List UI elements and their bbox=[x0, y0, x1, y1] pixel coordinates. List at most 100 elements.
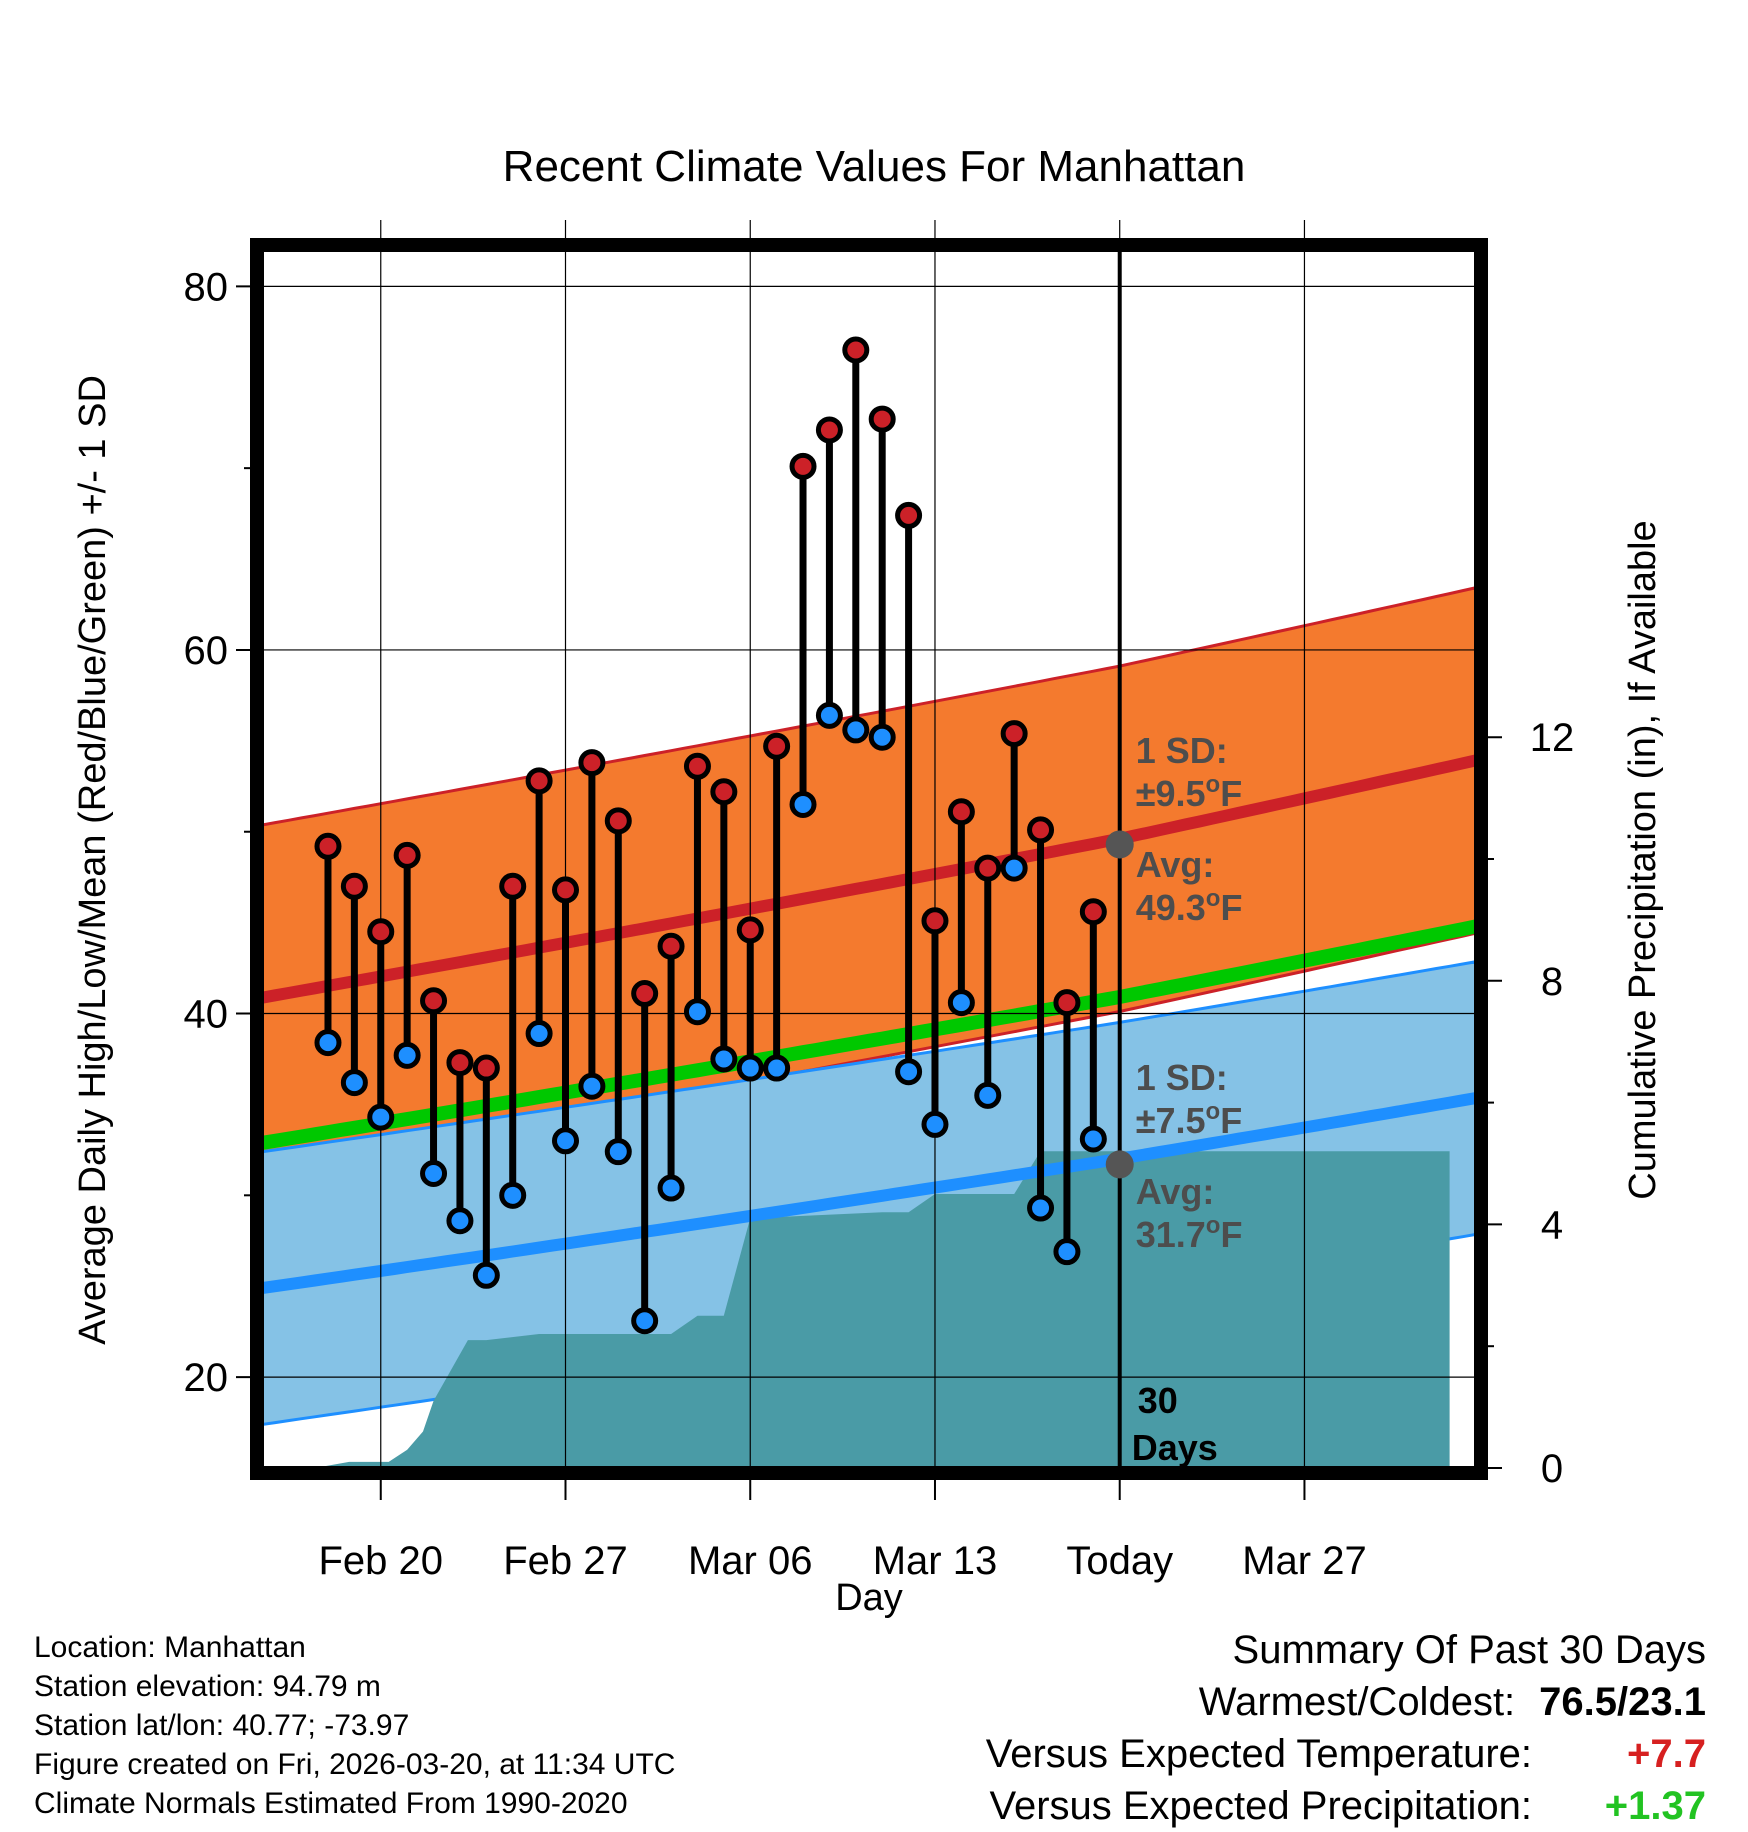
y-tick-label: 80 bbox=[184, 265, 229, 309]
daily-low-point bbox=[921, 1110, 949, 1138]
daily-high-point bbox=[631, 980, 659, 1008]
daily-high-point bbox=[1027, 816, 1055, 844]
today-normal-low-marker bbox=[1105, 1150, 1134, 1179]
daily-low-point bbox=[736, 1054, 764, 1082]
daily-low-point bbox=[631, 1307, 659, 1335]
daily-high-point bbox=[763, 732, 791, 760]
daily-high-point bbox=[921, 907, 949, 935]
daily-low-point bbox=[789, 790, 817, 818]
warmest-value: 76.5/23.1 bbox=[1539, 1680, 1706, 1724]
y2-tick-label: 8 bbox=[1541, 960, 1563, 1004]
y2-tick-label: 12 bbox=[1530, 716, 1575, 760]
daily-low-point bbox=[815, 701, 843, 729]
normals-text: Climate Normals Estimated From 1990-2020 bbox=[34, 1787, 628, 1820]
warmest-label: Warmest/Coldest: bbox=[1198, 1680, 1516, 1724]
daily-high-point bbox=[578, 749, 606, 777]
daily-low-point bbox=[604, 1138, 632, 1166]
y-tick-label: 20 bbox=[184, 1356, 229, 1400]
daily-low-point bbox=[842, 716, 870, 744]
daily-low-point bbox=[657, 1174, 685, 1202]
low-sd-value: ±7.5oF bbox=[1136, 1098, 1242, 1141]
high-avg-value: 49.3oF bbox=[1136, 885, 1243, 928]
daily-low-point bbox=[974, 1081, 1002, 1109]
daily-low-point bbox=[367, 1103, 395, 1131]
y-tick-label: 60 bbox=[184, 629, 229, 673]
daily-high-point bbox=[710, 778, 738, 806]
x-axis-label: Day bbox=[835, 1577, 903, 1619]
summary-precip-row: Versus Expected Precipitation: +1.37 bbox=[986, 1780, 1706, 1832]
climate-chart: Recent Climate Values For Manhattan 2040… bbox=[72, 142, 1664, 1619]
daily-low-point bbox=[578, 1072, 606, 1100]
daily-high-point bbox=[974, 854, 1002, 882]
daily-high-point bbox=[446, 1049, 474, 1077]
daily-low-point bbox=[895, 1058, 923, 1086]
daily-low-point bbox=[763, 1054, 791, 1082]
daily-low-point bbox=[683, 998, 711, 1026]
daily-low-point bbox=[1079, 1125, 1107, 1153]
elevation-text: Station elevation: 94.79 m bbox=[34, 1670, 381, 1703]
normal-mean-line bbox=[262, 919, 1476, 1150]
summary-warmest-row: Warmest/Coldest: 76.5/23.1 bbox=[986, 1676, 1706, 1728]
y-axis-label: Average Daily High/Low/Mean (Red/Blue/Gr… bbox=[72, 375, 114, 1345]
daily-high-point bbox=[472, 1054, 500, 1082]
y2-axis-label: Cumulative Precipitation (in), If Availa… bbox=[1622, 520, 1664, 1199]
high-sd-value: ±9.5oF bbox=[1136, 771, 1242, 814]
created-text: Figure created on Fri, 2026-03-20, at 11… bbox=[34, 1748, 676, 1781]
daily-low-point bbox=[420, 1159, 448, 1187]
daily-low-point bbox=[552, 1127, 579, 1155]
x-tick-label: Feb 20 bbox=[318, 1539, 443, 1583]
summary-panel: Summary Of Past 30 Days Warmest/Coldest:… bbox=[986, 1624, 1706, 1832]
temp-departure-value: +7.7 bbox=[1627, 1732, 1706, 1776]
x-tick-label: Mar 13 bbox=[873, 1539, 998, 1583]
daily-high-point bbox=[736, 916, 764, 944]
station-info: Location: Manhattan Station elevation: 9… bbox=[34, 1628, 675, 1823]
x-tick-label: Today bbox=[1066, 1539, 1173, 1583]
daily-low-point bbox=[710, 1045, 738, 1073]
today-normal-high-marker bbox=[1105, 830, 1134, 859]
daily-high-point bbox=[842, 336, 870, 364]
daily-low-point bbox=[340, 1069, 368, 1097]
low-avg-value: 31.7oF bbox=[1136, 1212, 1243, 1255]
days-count-label: 30 bbox=[1138, 1380, 1178, 1421]
axes: 20 40 60 80 0 4 8 12 Feb 20 Feb 27 Mar 06 Mar 13 Tod… bbox=[184, 265, 1575, 1583]
daily-low-point bbox=[499, 1181, 527, 1209]
daily-high-point bbox=[393, 841, 421, 869]
y2-tick-label: 0 bbox=[1541, 1447, 1563, 1491]
daily-low-point bbox=[314, 1029, 342, 1057]
y2-tick-label: 4 bbox=[1541, 1203, 1563, 1247]
daily-low-point bbox=[472, 1261, 500, 1289]
daily-high-point bbox=[314, 832, 342, 860]
latlon-text: Station lat/lon: 40.77; -73.97 bbox=[34, 1709, 410, 1742]
daily-low-point bbox=[1000, 854, 1028, 882]
daily-high-point bbox=[499, 872, 527, 900]
low-sd-label: 1 SD: bbox=[1136, 1057, 1228, 1098]
daily-low-point bbox=[393, 1041, 421, 1069]
daily-high-point bbox=[947, 798, 975, 826]
temperature-markers bbox=[314, 336, 1134, 1335]
daily-high-point bbox=[868, 405, 896, 433]
summary-temp-row: Versus Expected Temperature: +7.7 bbox=[986, 1728, 1706, 1780]
plot-area bbox=[262, 586, 1476, 1468]
temp-label: Versus Expected Temperature: bbox=[985, 1732, 1532, 1776]
daily-low-point bbox=[1053, 1238, 1081, 1266]
low-avg-label: Avg: bbox=[1136, 1171, 1215, 1212]
precip-label: Versus Expected Precipitation: bbox=[989, 1784, 1532, 1828]
daily-low-point bbox=[525, 1020, 553, 1048]
y-tick-label: 40 bbox=[184, 993, 229, 1037]
normal-low-line bbox=[262, 1092, 1476, 1295]
daily-high-point bbox=[367, 918, 395, 946]
daily-low-point bbox=[1027, 1194, 1055, 1222]
daily-high-point bbox=[1053, 989, 1081, 1017]
x-tick-label: Mar 27 bbox=[1242, 1539, 1367, 1583]
daily-high-point bbox=[604, 807, 632, 835]
high-avg-label: Avg: bbox=[1136, 844, 1215, 885]
daily-high-point bbox=[525, 767, 553, 795]
daily-high-point bbox=[1000, 720, 1028, 748]
x-tick-label: Feb 27 bbox=[503, 1539, 628, 1583]
daily-high-point bbox=[895, 501, 923, 529]
daily-high-point bbox=[789, 452, 817, 480]
daily-low-point bbox=[947, 989, 975, 1017]
daily-low-point bbox=[868, 723, 896, 751]
daily-high-point bbox=[420, 987, 448, 1015]
